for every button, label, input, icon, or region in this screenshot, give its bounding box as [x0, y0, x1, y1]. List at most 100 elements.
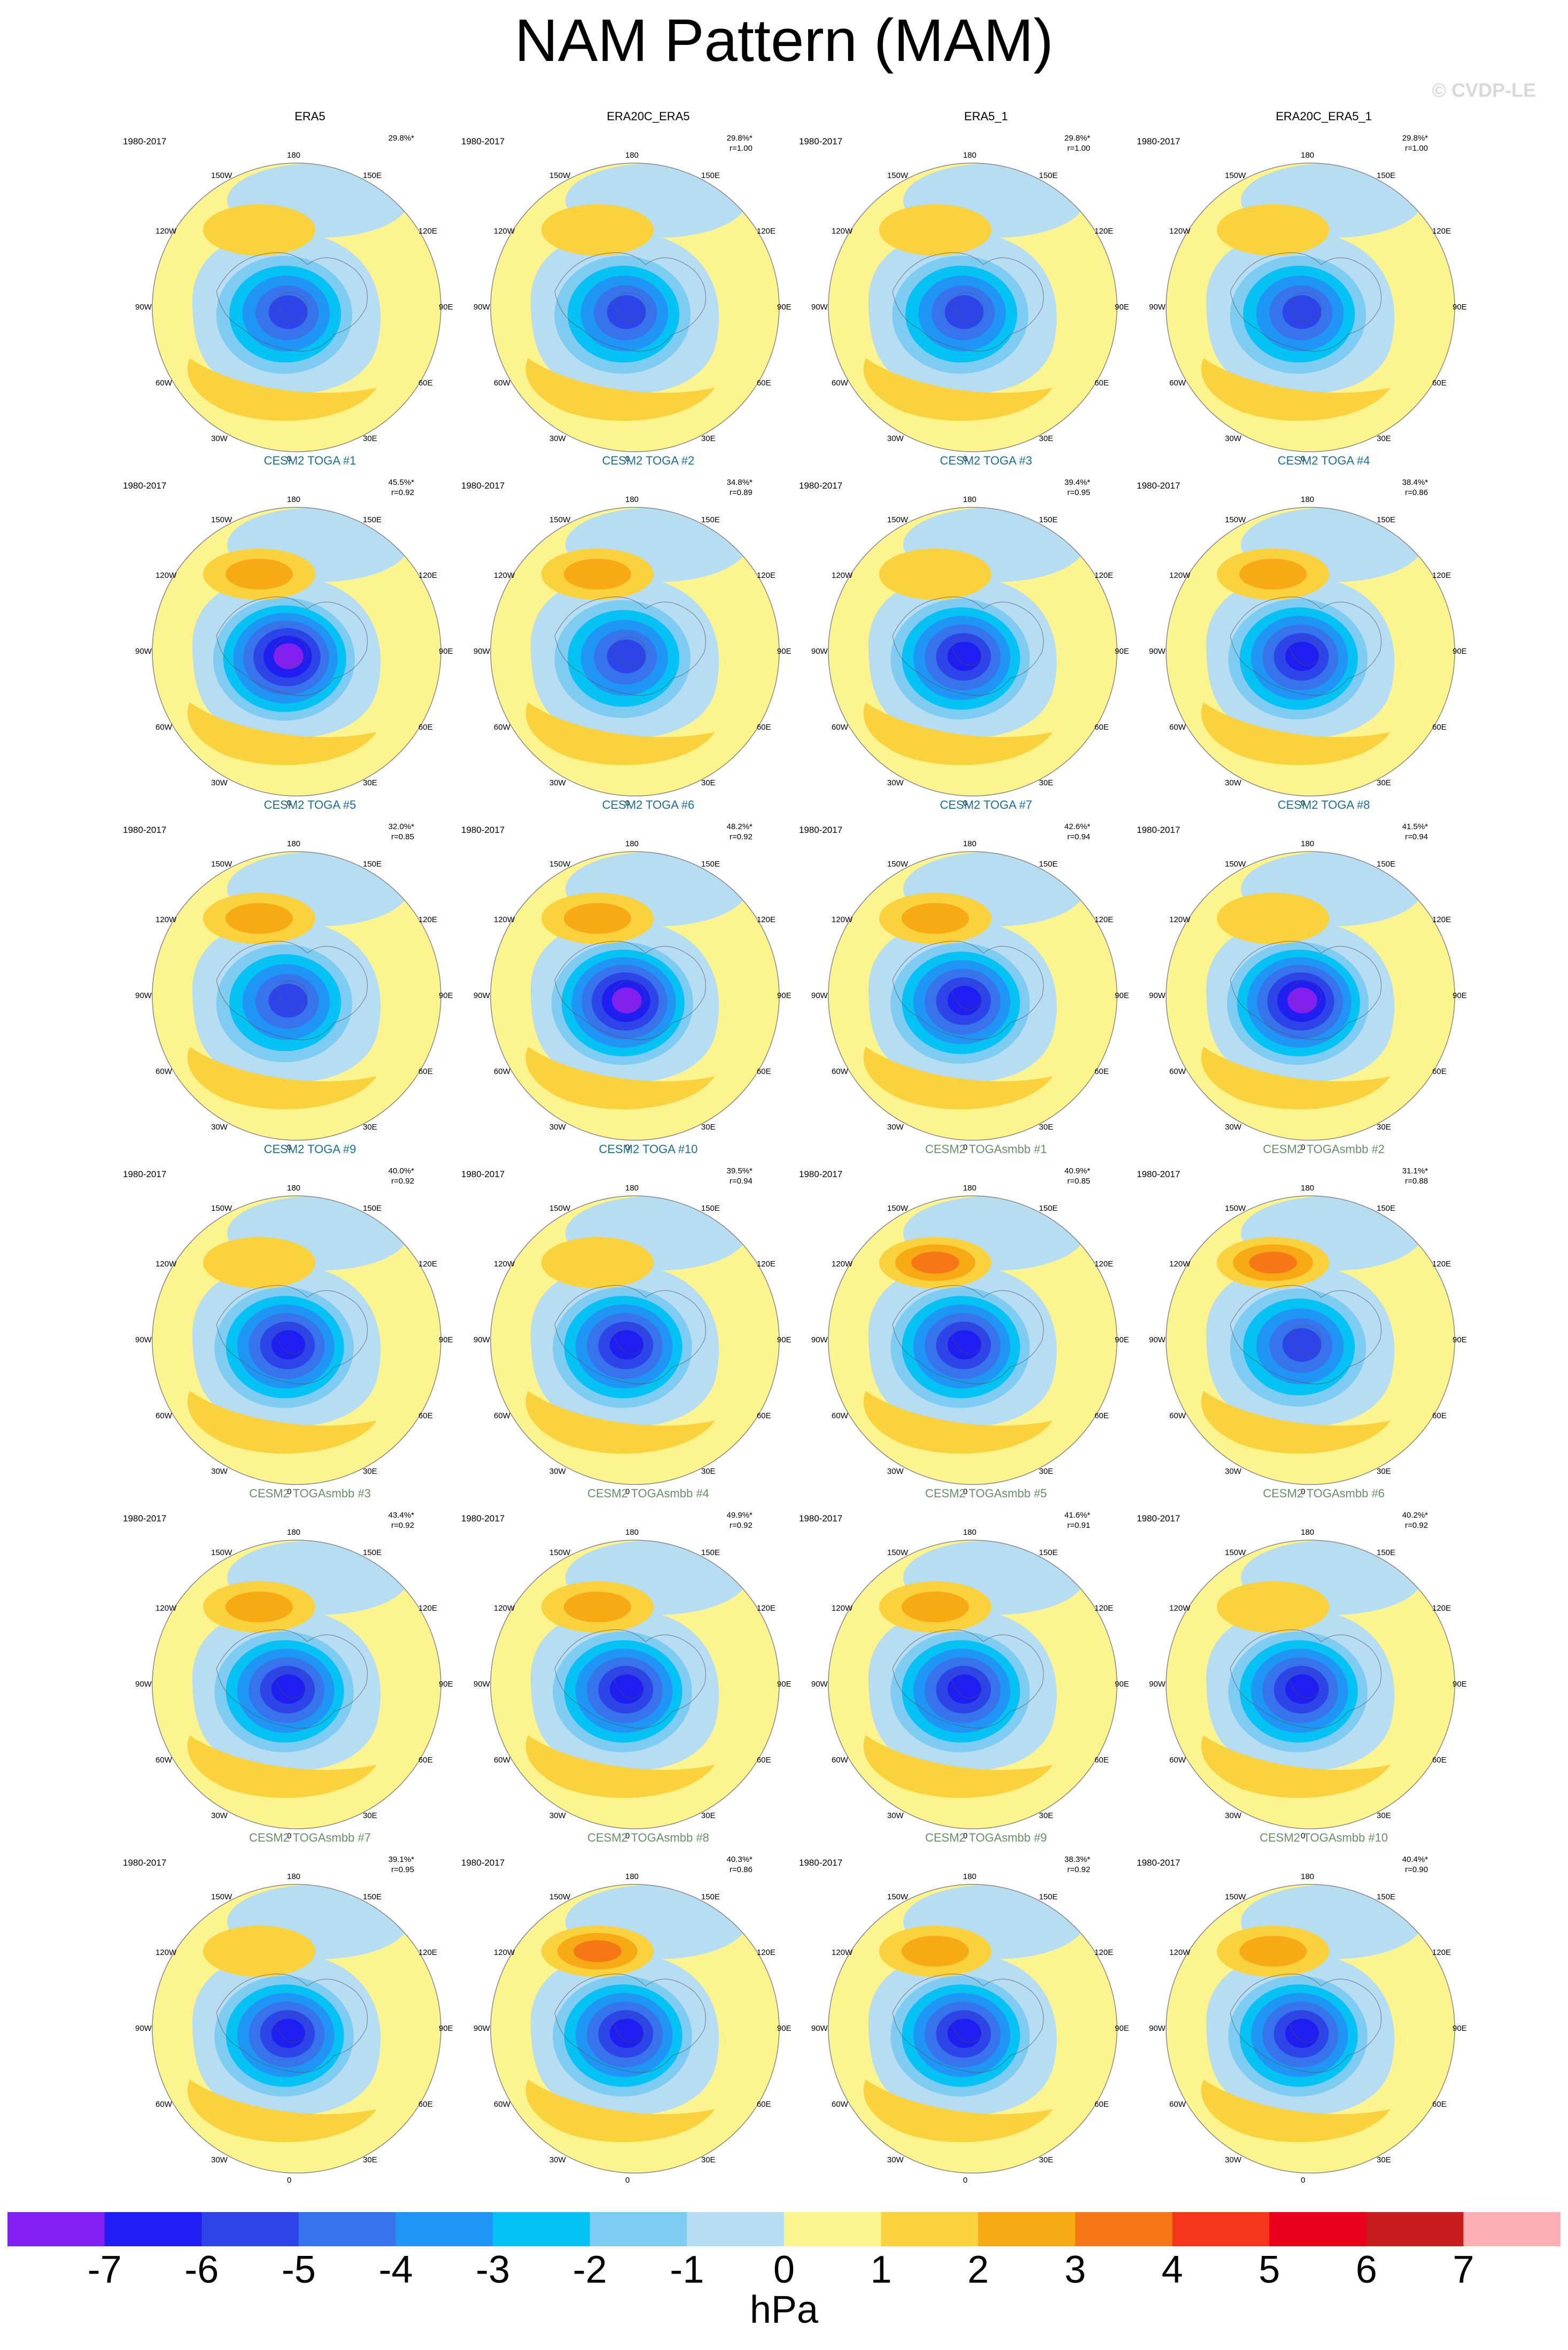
- map-border: [828, 163, 1117, 452]
- map-panel: CESM2 TOGA #10 1980-2017 39.5%* r=0.94 180 15…: [461, 1142, 835, 1496]
- panel-pct-variance: 39.4%*: [1064, 478, 1090, 487]
- lon-label: 150E: [701, 171, 720, 181]
- lon-label: 90E: [1115, 647, 1129, 656]
- polar-map: [152, 1540, 441, 1829]
- positive-contour-atlantic: [1201, 2080, 1391, 2143]
- positive-contour-atlantic: [525, 358, 715, 421]
- positive-contour-pacific: [564, 559, 631, 590]
- panel-pct-variance: 41.6%*: [1064, 1511, 1090, 1520]
- lon-label: 120W: [494, 915, 515, 924]
- negative-contour-level: [947, 986, 982, 1016]
- lon-label: 30E: [1039, 778, 1053, 787]
- negative-contour-level: [947, 641, 982, 671]
- positive-contour-atlantic: [525, 1735, 715, 1798]
- panel-period: 1980-2017: [799, 825, 843, 835]
- map-border: [490, 1540, 780, 1829]
- coastline: [613, 980, 646, 1010]
- panel-pattern-correlation: r=0.94: [1405, 832, 1428, 841]
- lon-label: 30W: [887, 1122, 904, 1132]
- lon-label: 150E: [363, 1548, 382, 1558]
- polar-map: [1166, 1884, 1455, 2174]
- panel-title: CESM2 TOGA #9: [263, 1142, 356, 1156]
- map-panel: ERA20C_ERA5_1 1980-2017 29.8%* r=1.00 180 150…: [1137, 110, 1511, 463]
- negative-contour-level: [271, 1330, 306, 1360]
- lon-label: 120W: [832, 915, 853, 924]
- colorbar-swatch: [687, 2212, 785, 2246]
- polar-map: [828, 163, 1117, 452]
- lon-label: 60E: [1432, 2100, 1447, 2109]
- panel-period: 1980-2017: [461, 825, 505, 835]
- lon-label: 30E: [701, 2155, 716, 2165]
- lon-label: 120W: [832, 1604, 853, 1613]
- panel-title: CESM2 TOGA #5: [263, 798, 356, 811]
- lon-label: 180: [1301, 1872, 1315, 1881]
- map-panel: CESM2 TOGAsmbb #1 1980-2017 40.9%* r=0.85 18…: [799, 1142, 1173, 1496]
- positive-contour-pacific: [1239, 1936, 1307, 1967]
- positive-contour-pacific: [564, 903, 631, 934]
- polar-map: [828, 1884, 1117, 2174]
- lon-label: 60W: [832, 2100, 848, 2109]
- lon-label: 120E: [1432, 227, 1451, 236]
- lon-label: 60W: [494, 723, 510, 732]
- positive-contour-atlantic: [187, 702, 377, 766]
- polar-map: [828, 851, 1117, 1141]
- coastline: [554, 941, 707, 1040]
- panel-pct-variance: 39.5%*: [726, 1166, 752, 1176]
- positive-contour-pacific: [541, 1237, 654, 1288]
- map-border: [490, 1195, 780, 1485]
- map-border: [152, 1195, 441, 1485]
- positive-contour-atlantic: [525, 1391, 715, 1454]
- positive-contour-atlantic: [187, 358, 377, 421]
- lon-label: 180: [963, 1184, 977, 1193]
- lon-label: 180: [963, 151, 977, 160]
- lon-label: 30W: [211, 434, 228, 443]
- lon-label: 120E: [1432, 915, 1451, 924]
- lon-label: 180: [625, 1184, 639, 1193]
- lon-label: 150W: [211, 860, 232, 869]
- panel-pct-variance: 42.6%*: [1064, 822, 1090, 831]
- map-panel: CESM2 TOGAsmbb #5 1980-2017 41.6%* r=0.91 18…: [799, 1487, 1173, 1841]
- lon-label: 90W: [1149, 2024, 1166, 2033]
- lon-label: 90E: [777, 991, 791, 1000]
- lon-label: 30E: [701, 1466, 716, 1476]
- lon-label: 150W: [549, 1204, 571, 1213]
- lon-label: 150W: [1225, 1892, 1246, 1902]
- coastline: [892, 252, 1044, 352]
- positive-contour-atlantic: [525, 2080, 715, 2143]
- lon-label: 120W: [494, 571, 515, 580]
- map-panel: CESM2 TOGAsmbb #10 1980-2017 40.4%* r=0.90 1…: [1137, 1831, 1511, 2185]
- lon-label: 150E: [1377, 1204, 1396, 1213]
- lon-label: 30W: [887, 434, 904, 443]
- panel-pattern-correlation: r=0.90: [1405, 1865, 1428, 1874]
- lon-label: 120W: [1169, 1259, 1191, 1269]
- panel-pattern-correlation: r=1.00: [1405, 144, 1428, 153]
- lon-label: 120W: [494, 1604, 515, 1613]
- colorbar-swatch: [1075, 2212, 1173, 2246]
- lon-label: 0: [625, 1143, 630, 1152]
- positive-contour-pacific: [564, 1591, 631, 1622]
- lon-label: 120E: [1094, 571, 1113, 580]
- lon-label: 0: [625, 454, 630, 463]
- map-border: [828, 1540, 1117, 1829]
- panel-pattern-correlation: r=0.92: [1405, 1521, 1428, 1530]
- lon-label: 120E: [418, 227, 437, 236]
- lon-label: 90E: [1115, 991, 1129, 1000]
- panel-stats: 38.3%* r=0.92: [1050, 1854, 1090, 1875]
- colorbar-swatch: [493, 2212, 591, 2246]
- lon-label: 60E: [1094, 1756, 1109, 1765]
- lon-label: 150W: [1225, 1204, 1246, 1213]
- negative-contour-level: [268, 295, 308, 329]
- negative-contour-level: [611, 987, 642, 1014]
- map-panel: CESM2 TOGAsmbb #8 1980-2017 40.3%* r=0.86 18…: [461, 1831, 835, 2185]
- lon-label: 30W: [211, 1122, 228, 1132]
- panel-period: 1980-2017: [461, 1858, 505, 1868]
- lon-label: 150E: [1039, 171, 1058, 181]
- lon-label: 30W: [211, 2155, 228, 2165]
- panel-title: CESM2 TOGA #1: [263, 454, 356, 467]
- lon-label: 90W: [1149, 991, 1166, 1000]
- lon-label: 90W: [473, 647, 490, 656]
- lon-label: 180: [287, 151, 301, 160]
- lon-label: 150W: [1225, 1548, 1246, 1558]
- lon-label: 30E: [1039, 434, 1053, 443]
- coastline: [275, 2013, 308, 2043]
